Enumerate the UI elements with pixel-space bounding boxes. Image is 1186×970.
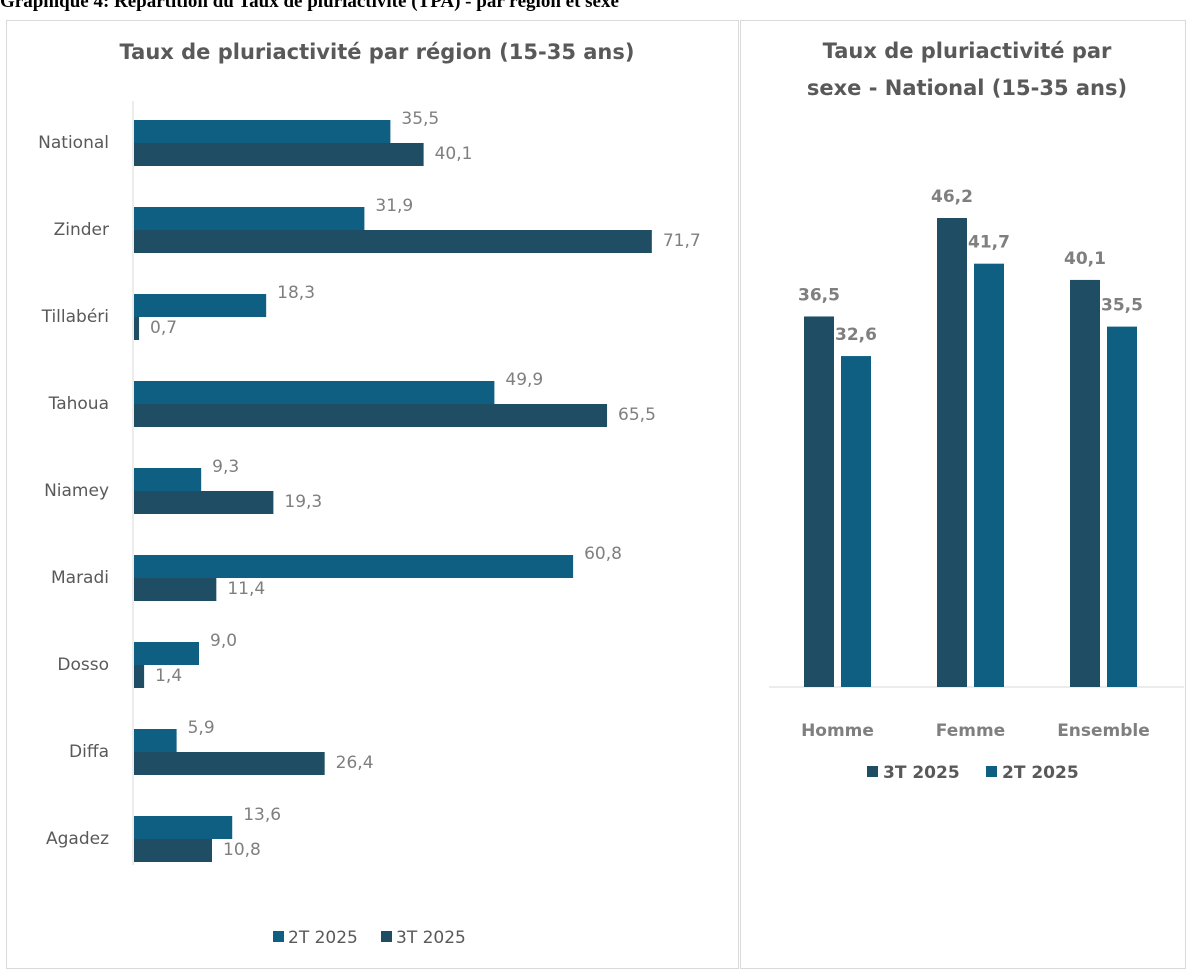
value-label-tillaberi-2t-2025: 18,3 [277,283,315,303]
bar-homme-3t-2025 [804,316,834,687]
category-label-maradi: Maradi [51,568,109,588]
value-label-homme-3t-2025: 36,5 [798,285,840,305]
legend-swatch-3t-2025 [381,931,392,942]
category-label-tillaberi: Tillabéri [41,307,109,327]
bar-agadez-2t-2025 [134,816,233,839]
bar-tahoua-3t-2025 [134,404,608,427]
value-label-femme-3t-2025: 46,2 [931,187,973,207]
region-bar-chart: Taux de pluriactivité par région (15-35 … [38,40,701,948]
legend-label-3t-2025: 3T 2025 [883,763,960,783]
legend-label-3t-2025: 3T 2025 [396,928,466,948]
value-label-dosso-2t-2025: 9,0 [210,631,237,651]
category-label-agadez: Agadez [46,829,109,849]
value-label-tillaberi-3t-2025: 0,7 [150,318,177,338]
bar-national-2t-2025 [134,120,391,143]
sex-chart-panel: Taux de pluriactivité par sexe - National… [740,20,1186,969]
bar-agadez-3t-2025 [134,839,212,862]
bar-dosso-3t-2025 [134,665,145,688]
legend-label-2t-2025: 2T 2025 [288,928,358,948]
value-label-femme-2t-2025: 41,7 [968,233,1010,253]
bar-niamey-3t-2025 [134,491,274,514]
category-label-ensemble: Ensemble [1057,721,1150,741]
category-label-national: National [38,133,109,153]
value-label-homme-2t-2025: 32,6 [835,325,877,345]
legend-swatch-3t-2025 [867,766,878,777]
bar-maradi-2t-2025 [134,555,574,578]
bar-femme-2t-2025 [974,263,1004,687]
value-label-tahoua-3t-2025: 65,5 [618,405,656,425]
value-label-national-2t-2025: 35,5 [401,109,439,129]
bar-zinder-3t-2025 [134,230,652,253]
category-label-zinder: Zinder [54,220,109,240]
value-label-tahoua-2t-2025: 49,9 [505,370,543,390]
value-label-niamey-2t-2025: 9,3 [212,457,239,477]
category-label-tahoua: Tahoua [48,394,109,414]
bar-diffa-3t-2025 [134,752,325,775]
value-label-maradi-2t-2025: 60,8 [584,544,622,564]
category-label-femme: Femme [936,721,1005,741]
chart-title-line-1: Taux de pluriactivité par [823,39,1112,63]
bar-ensemble-2t-2025 [1107,326,1137,687]
chart-title: Taux de pluriactivité par région (15-35 … [120,40,635,64]
value-label-zinder-3t-2025: 71,7 [663,231,701,251]
category-label-diffa: Diffa [69,742,109,762]
value-label-agadez-2t-2025: 13,6 [243,805,281,825]
bar-tillaberi-3t-2025 [134,317,140,340]
bar-diffa-2t-2025 [134,729,177,752]
value-label-ensemble-2t-2025: 35,5 [1101,296,1143,316]
value-label-dosso-3t-2025: 1,4 [155,666,182,686]
bar-zinder-2t-2025 [134,207,365,230]
value-label-ensemble-3t-2025: 40,1 [1064,249,1106,269]
bar-national-3t-2025 [134,143,424,166]
value-label-national-3t-2025: 40,1 [435,144,473,164]
bar-femme-3t-2025 [937,218,967,687]
category-label-niamey: Niamey [44,481,109,501]
value-label-niamey-3t-2025: 19,3 [284,492,322,512]
legend-swatch-2t-2025 [986,766,997,777]
figure-heading: Graphique 4: Répartition du Taux de plur… [0,0,619,12]
category-label-dosso: Dosso [57,655,109,675]
chart-title-line-2: sexe - National (15-35 ans) [807,76,1127,100]
bar-ensemble-3t-2025 [1070,279,1100,687]
bar-homme-2t-2025 [841,356,871,687]
value-label-diffa-3t-2025: 26,4 [336,753,374,773]
value-label-agadez-3t-2025: 10,8 [223,840,261,860]
legend-swatch-2t-2025 [273,931,284,942]
bar-niamey-2t-2025 [134,468,202,491]
bar-dosso-2t-2025 [134,642,199,665]
region-chart-panel: Taux de pluriactivité par région (15-35 … [6,20,739,969]
bar-tahoua-2t-2025 [134,381,495,404]
value-label-diffa-2t-2025: 5,9 [188,718,215,738]
bar-maradi-3t-2025 [134,578,217,601]
bar-tillaberi-2t-2025 [134,294,267,317]
category-label-homme: Homme [801,721,874,741]
legend-label-2t-2025: 2T 2025 [1002,763,1079,783]
sex-column-chart: Taux de pluriactivité par sexe - National… [769,39,1184,783]
value-label-zinder-2t-2025: 31,9 [375,196,413,216]
value-label-maradi-3t-2025: 11,4 [227,579,265,599]
